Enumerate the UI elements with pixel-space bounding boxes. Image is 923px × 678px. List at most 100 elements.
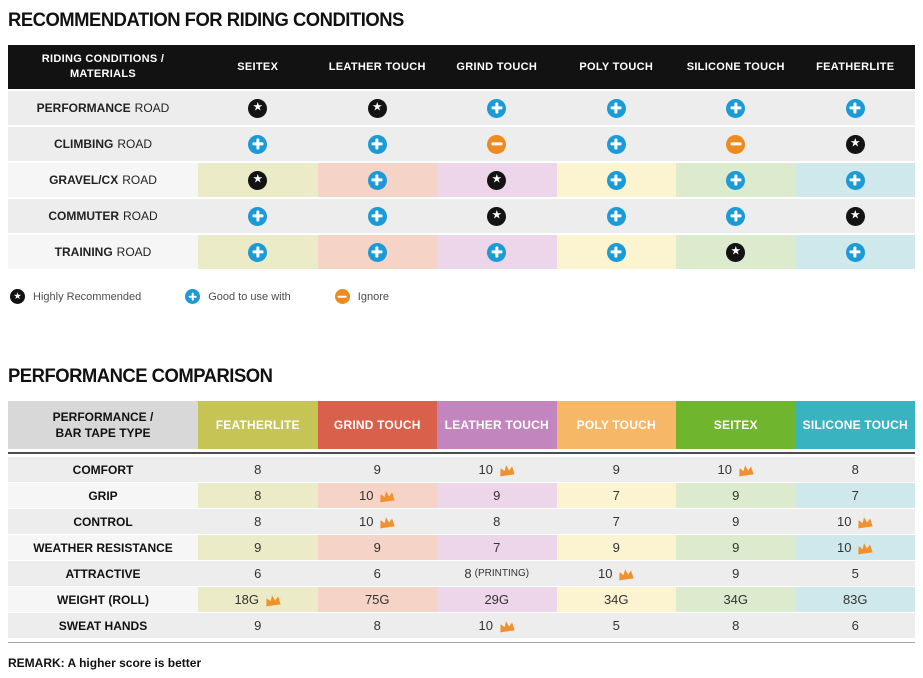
rating-cell <box>556 199 676 233</box>
performance-table: PERFORMANCE / BAR TAPE TYPE FEATHERLITE GRI… <box>8 401 915 638</box>
score-cell: 8 <box>437 509 557 534</box>
row-label: WEIGHT (ROLL) <box>8 587 198 612</box>
plus-icon <box>367 170 387 190</box>
rating-cell <box>676 199 796 233</box>
score-cell: 9 <box>317 535 437 560</box>
score-cell: 34G <box>556 587 676 612</box>
crown-icon <box>380 517 396 529</box>
row-label: SWEAT HANDS <box>8 613 198 638</box>
corner-header-line: PERFORMANCE / <box>52 409 154 424</box>
cell-value: 9 <box>373 462 381 477</box>
score-cell: 10 <box>795 509 915 534</box>
cell-value: 10 <box>717 462 732 477</box>
column-header: SILICONE TOUCH <box>795 401 915 449</box>
rating-cell <box>556 91 676 125</box>
cell-value: 9 <box>732 514 740 529</box>
cell-value: 10 <box>359 488 374 503</box>
row-label: COMFORT <box>8 457 198 482</box>
score-cell: 10 <box>676 457 796 482</box>
star-icon <box>487 206 507 226</box>
row-label-rest: ROAD <box>116 245 152 259</box>
column-header: POLY TOUCH <box>556 401 676 449</box>
legend: Highly Recommended Good to use with Ignore <box>10 289 915 304</box>
plus-icon <box>487 98 507 118</box>
plus-icon <box>606 206 626 226</box>
corner-header-line: MATERIALS <box>69 68 137 80</box>
score-cell: 8 <box>198 483 318 508</box>
column-header: LEATHER TOUCH <box>328 61 426 73</box>
score-cell: 10 <box>795 535 915 560</box>
remark-divider: REMARK: A higher score is better <box>8 642 915 670</box>
score-cell: 18G <box>198 587 318 612</box>
score-cell: 8 (PRINTING) <box>437 561 557 586</box>
cell-value: 10 <box>478 618 493 633</box>
score-cell: 9 <box>676 509 796 534</box>
legend-item: Good to use with <box>185 289 291 304</box>
row-label-rest: ROAD <box>117 137 152 151</box>
cell-value: 8 <box>493 514 501 529</box>
cell-value: 10 <box>837 514 852 529</box>
table-row: COMFORT 8 9 10 9 10 8 <box>8 457 915 482</box>
crown-icon <box>619 569 635 581</box>
row-label-bold: COMMUTER <box>48 209 119 223</box>
row-label-bold: PERFORMANCE <box>36 101 131 115</box>
table-row: TRAINING ROAD <box>8 235 915 269</box>
score-cell: 9 <box>556 457 676 482</box>
star-icon <box>367 98 387 118</box>
column-header: GRIND TOUCH <box>317 401 437 449</box>
corner-header-line: BAR TAPE TYPE <box>55 426 151 440</box>
cell-value: 9 <box>493 488 501 503</box>
cell-value: 9 <box>254 618 262 633</box>
row-label: GRIP <box>8 483 198 508</box>
score-cell: 7 <box>795 483 915 508</box>
remark: REMARK: A higher score is better <box>8 656 202 670</box>
score-cell: 9 <box>317 457 437 482</box>
column-header: LEATHER TOUCH <box>437 401 557 449</box>
crown-icon <box>739 465 754 477</box>
score-cell: 8 <box>676 613 796 638</box>
cell-value: 8 <box>851 462 859 477</box>
rating-cell <box>437 127 557 161</box>
score-cell: 6 <box>317 561 437 586</box>
table-header-row: PERFORMANCE / BAR TAPE TYPE FEATHERLITE GRI… <box>8 401 915 449</box>
table-row: WEIGHT (ROLL) 18G 75G 29G 34G 34G 83G <box>8 587 915 612</box>
rating-cell <box>676 127 796 161</box>
row-label: TRAINING ROAD <box>8 235 198 269</box>
legend-label: Highly Recommended <box>33 290 142 303</box>
cell-value: 8 <box>254 514 262 529</box>
row-label: CLIMBING ROAD <box>8 127 198 161</box>
table-header-row: RIDING CONDITIONS / MATERIALS SEITEX LEATHE… <box>8 45 915 89</box>
rating-cell <box>676 91 796 125</box>
cell-suffix: (PRINTING) <box>474 568 530 579</box>
star-icon <box>487 170 507 190</box>
row-label-bold: GRAVEL/CX <box>49 173 119 187</box>
score-cell: 6 <box>198 561 318 586</box>
cell-value: 7 <box>612 514 620 529</box>
table-row: CLIMBING ROAD <box>8 127 915 161</box>
score-cell: 10 <box>556 561 676 586</box>
score-cell: 10 <box>317 509 437 534</box>
cell-value: 75G <box>364 592 390 607</box>
cell-value: 34G <box>603 592 629 607</box>
star-icon <box>726 242 746 262</box>
crown-icon <box>500 465 515 477</box>
plus-icon <box>845 242 865 262</box>
riding-conditions-section: RECOMMENDATION FOR RIDING CONDITIONS RID… <box>8 10 915 304</box>
score-cell: 8 <box>317 613 437 638</box>
star-icon <box>845 206 865 226</box>
cell-value: 8 <box>254 488 262 503</box>
score-cell: 9 <box>198 613 318 638</box>
row-label: WEATHER RESISTANCE <box>8 535 198 560</box>
cell-value: 9 <box>732 488 740 503</box>
row-label-bold: TRAINING <box>54 245 113 259</box>
plus-icon <box>367 134 387 154</box>
column-header: FEATHERLITE <box>198 401 318 449</box>
rating-cell <box>556 163 676 197</box>
score-cell: 9 <box>556 535 676 560</box>
rating-cell <box>556 235 676 269</box>
score-cell: 10 <box>437 613 557 638</box>
table-row: GRIP 8 10 9 7 9 7 <box>8 483 915 508</box>
rating-cell <box>676 235 796 269</box>
rating-cell <box>317 235 437 269</box>
